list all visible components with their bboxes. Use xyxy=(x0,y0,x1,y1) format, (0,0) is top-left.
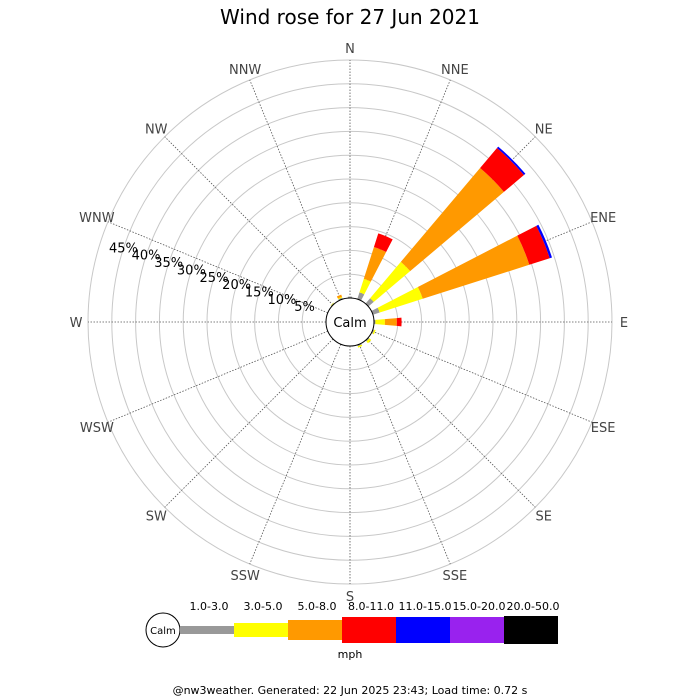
bar-ne-bin-4 xyxy=(496,146,526,176)
grid-ring xyxy=(158,130,542,514)
ring-label: 25% xyxy=(200,271,229,286)
bar-ese-bin-1 xyxy=(372,329,376,335)
ring-label: 20% xyxy=(222,278,251,293)
legend-swatch-6 xyxy=(504,616,558,644)
bar-ne-bin-3 xyxy=(480,148,524,192)
ring-label: 30% xyxy=(177,263,206,278)
ring-labels: 5%10%15%20%25%30%35%40%45% xyxy=(109,241,315,315)
direction-label-ssw: SSW xyxy=(230,569,260,584)
legend-swatch-1 xyxy=(234,623,288,637)
bar-se-bin-1 xyxy=(366,338,372,344)
direction-labels: N NNE NE ENE E ESE SE SSE S SSW SW WSW W WNW NW NNW xyxy=(70,42,629,605)
direction-label-ese: ESE xyxy=(591,421,616,436)
bar-ne-bin-1 xyxy=(370,261,411,302)
legend-label-5: 15.0-20.0 xyxy=(453,600,506,613)
bar-ene-bin-1 xyxy=(377,286,423,313)
grid-ring xyxy=(277,249,423,395)
bar-e-bin-2 xyxy=(384,318,397,326)
bar-se-bin-0 xyxy=(365,337,370,342)
spoke-wnw xyxy=(107,221,328,314)
bar-nne-bin-0 xyxy=(357,292,365,301)
wind-bars xyxy=(330,146,552,348)
grid-ring xyxy=(206,178,494,466)
bar-ene-bin-3 xyxy=(517,225,550,265)
bar-ene-bin-4 xyxy=(536,224,552,259)
calm-circle-group: Calm xyxy=(325,297,375,347)
legend-label-6: 20.0-50.0 xyxy=(507,600,560,613)
bar-ne-bin-2 xyxy=(400,168,504,272)
direction-label-nw: NW xyxy=(145,122,168,137)
direction-label-wsw: WSW xyxy=(80,421,114,436)
direction-label-w: W xyxy=(70,316,83,331)
bar-nne-bin-3 xyxy=(373,233,393,253)
ring-label: 15% xyxy=(245,286,274,301)
legend-swatch-0 xyxy=(180,626,234,634)
legend-swatch-3 xyxy=(342,617,396,643)
legend-label-3: 8.0-11.0 xyxy=(348,600,394,613)
bar-nw-bin-1 xyxy=(330,302,334,306)
calm-label: Calm xyxy=(333,316,366,331)
bar-e-bin-3 xyxy=(396,317,402,327)
direction-spokes xyxy=(88,60,612,584)
grid-ring xyxy=(230,202,470,442)
bar-ne-bin-0 xyxy=(365,298,374,307)
ring-label: 5% xyxy=(294,300,315,315)
direction-label-sw: SW xyxy=(146,510,167,525)
direction-label-sse: SSE xyxy=(442,569,467,584)
spoke-sw xyxy=(164,338,334,508)
direction-label-nne: NNE xyxy=(441,63,469,78)
bar-ene-bin-2 xyxy=(417,235,530,299)
spoke-ssw xyxy=(249,344,342,565)
ring-label: 10% xyxy=(267,293,296,308)
spoke-nnw xyxy=(249,79,342,300)
bar-ene-bin-0 xyxy=(371,307,380,315)
spoke-nw xyxy=(164,136,334,306)
spoke-se xyxy=(366,338,536,508)
direction-label-ne: NE xyxy=(535,122,553,137)
footer-text: @nw3weather. Generated: 22 Jun 2025 23:4… xyxy=(173,684,528,697)
direction-label-nnw: NNW xyxy=(229,63,261,78)
legend: Calm 1.0-3.0 3.0-5.0 5.0-8.0 8.0-11.0 11.0-15… xyxy=(145,600,560,661)
bar-nnw-bin-2 xyxy=(336,294,342,299)
bar-sse-bin-1 xyxy=(357,344,363,348)
legend-swatch-5 xyxy=(450,617,504,643)
spoke-sse xyxy=(358,344,451,565)
calm-circle xyxy=(325,297,375,347)
legend-swatch-2 xyxy=(288,620,342,640)
legend-label-1: 3.0-5.0 xyxy=(244,600,283,613)
legend-label-2: 5.0-8.0 xyxy=(298,600,337,613)
ring-label: 40% xyxy=(132,249,161,264)
direction-label-s: S xyxy=(346,590,354,605)
direction-label-e: E xyxy=(620,316,628,331)
legend-calm-label: Calm xyxy=(150,626,176,637)
ring-label: 35% xyxy=(154,256,183,271)
direction-label-wnw: WNW xyxy=(79,211,115,226)
legend-swatch-4 xyxy=(396,617,450,643)
spoke-ese xyxy=(372,330,593,423)
grid-ring xyxy=(254,226,446,418)
spoke-wsw xyxy=(107,330,328,423)
grid-ring xyxy=(182,154,518,490)
legend-label-0: 1.0-3.0 xyxy=(190,600,229,613)
bar-nne-bin-1 xyxy=(359,278,371,295)
direction-label-n: N xyxy=(345,42,355,57)
direction-label-se: SE xyxy=(536,510,552,525)
bar-e-bin-1 xyxy=(375,319,385,325)
legend-label-4: 11.0-15.0 xyxy=(399,600,452,613)
chart-title: Wind rose for 27 Jun 2021 xyxy=(220,5,480,29)
bar-nne-bin-2 xyxy=(363,246,387,282)
direction-label-ene: ENE xyxy=(590,211,616,226)
legend-unit: mph xyxy=(338,648,363,661)
bar-nnw-bin-1 xyxy=(337,296,343,300)
ring-label: 45% xyxy=(109,241,138,256)
